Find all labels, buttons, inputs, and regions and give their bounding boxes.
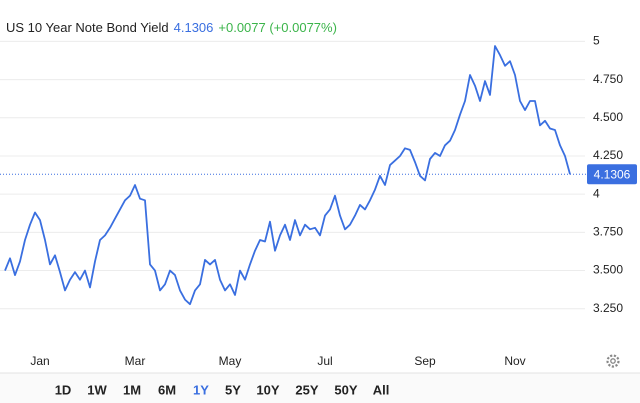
y-tick-label: 3.500 bbox=[593, 263, 623, 277]
range-button[interactable]: 50Y bbox=[334, 382, 357, 397]
y-tick-label: 4.500 bbox=[593, 110, 623, 124]
price-tag-label: 4.1306 bbox=[594, 167, 631, 181]
x-tick-label: Jul bbox=[317, 354, 332, 368]
range-button[interactable]: All bbox=[373, 382, 390, 397]
range-bar bbox=[0, 373, 640, 403]
range-button[interactable]: 6M bbox=[158, 382, 176, 397]
y-tick-label: 4.250 bbox=[593, 148, 623, 162]
y-tick-label: 3.750 bbox=[593, 225, 623, 239]
y-tick-label: 4.750 bbox=[593, 72, 623, 86]
x-tick-label: Mar bbox=[125, 354, 146, 368]
header: US 10 Year Note Bond Yield 4.1306 +0.0077 … bbox=[6, 20, 337, 35]
range-button[interactable]: 1Y bbox=[193, 382, 209, 397]
x-tick-label: Nov bbox=[504, 354, 525, 368]
gear-teeth bbox=[606, 354, 620, 368]
range-button[interactable]: 25Y bbox=[295, 382, 318, 397]
x-tick-label: Sep bbox=[414, 354, 436, 368]
series-line bbox=[4, 45, 571, 306]
price-tag bbox=[587, 164, 637, 185]
settings-icon[interactable] bbox=[606, 354, 620, 368]
gear-hub bbox=[610, 358, 616, 364]
x-tick-label: May bbox=[219, 354, 242, 368]
x-tick-label: Jan bbox=[30, 354, 49, 368]
y-tick-label: 4 bbox=[593, 186, 600, 200]
range-button[interactable]: 1W bbox=[87, 382, 107, 397]
range-button[interactable]: 10Y bbox=[256, 382, 279, 397]
range-button[interactable]: 5Y bbox=[225, 382, 241, 397]
price: 4.1306 bbox=[174, 20, 214, 35]
range-button[interactable]: 1M bbox=[123, 382, 141, 397]
range-button[interactable]: 1D bbox=[55, 382, 72, 397]
change: +0.0077 (+0.0077%) bbox=[218, 20, 337, 35]
y-tick-label: 5 bbox=[593, 34, 600, 48]
y-tick-label: 3.250 bbox=[593, 301, 623, 315]
chart-title: US 10 Year Note Bond Yield bbox=[6, 20, 169, 35]
